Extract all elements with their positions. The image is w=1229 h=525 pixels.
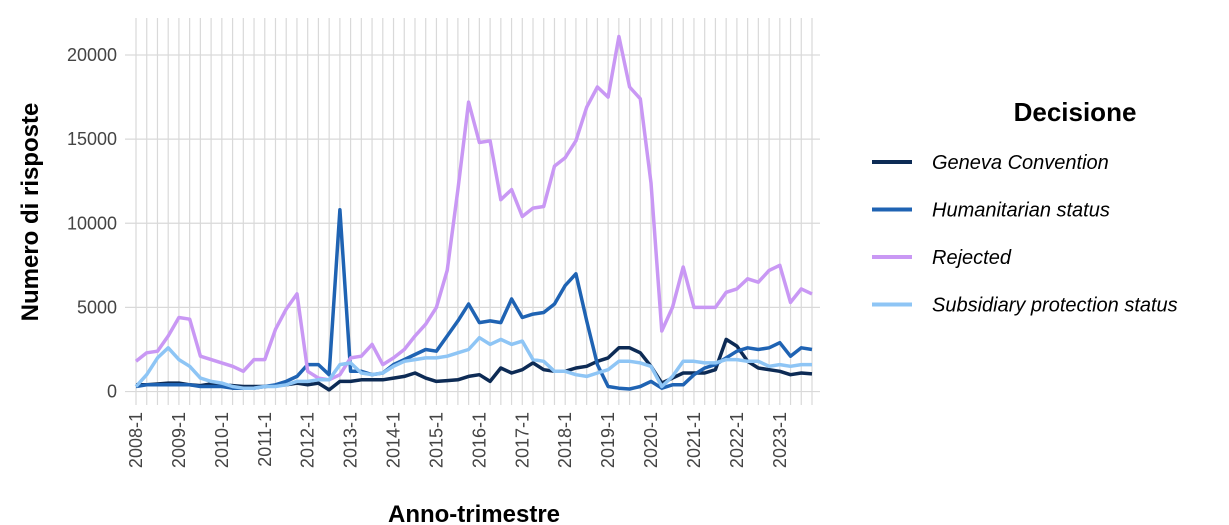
line (134, 34, 813, 382)
x-tick-label: 2013-1 (341, 412, 361, 468)
x-tick-label: 2010-1 (212, 412, 232, 468)
legend-label: Rejected (932, 247, 1012, 269)
x-tick-label: 2020-1 (641, 412, 661, 468)
x-tick-label: 2012-1 (298, 412, 318, 468)
y-tick-label: 20000 (67, 45, 117, 65)
x-tick-label: 2009-1 (169, 412, 189, 468)
x-tick-label: 2016-1 (469, 412, 489, 468)
x-tick-label: 2021-1 (684, 412, 704, 468)
x-tick-label: 2015-1 (426, 412, 446, 468)
y-tick-label: 10000 (67, 213, 117, 233)
y-tick-label: 15000 (67, 129, 117, 149)
legend-label: Geneva Convention (932, 152, 1109, 174)
x-tick-label: 2023-1 (770, 412, 790, 468)
legend-label: Humanitarian status (932, 200, 1110, 222)
x-tick-label: 2019-1 (598, 412, 618, 468)
x-tick-label: 2018-1 (555, 412, 575, 468)
y-axis-title: Numero di risposte (17, 103, 44, 322)
x-tick-label: 2011-1 (255, 412, 275, 467)
x-tick-label: 2008-1 (126, 412, 146, 468)
x-tick-label: 2017-1 (512, 412, 532, 468)
y-tick-label: 0 (107, 382, 117, 402)
x-tick-label: 2022-1 (727, 412, 747, 468)
line (134, 335, 812, 390)
legend-label: Subsidiary protection status (932, 295, 1178, 317)
y-tick-label: 5000 (77, 297, 117, 317)
x-tick-label: 2014-1 (384, 412, 404, 468)
x-axis-title: Anno-trimestre (388, 501, 560, 525)
legend-title: Decisione (1014, 97, 1137, 127)
